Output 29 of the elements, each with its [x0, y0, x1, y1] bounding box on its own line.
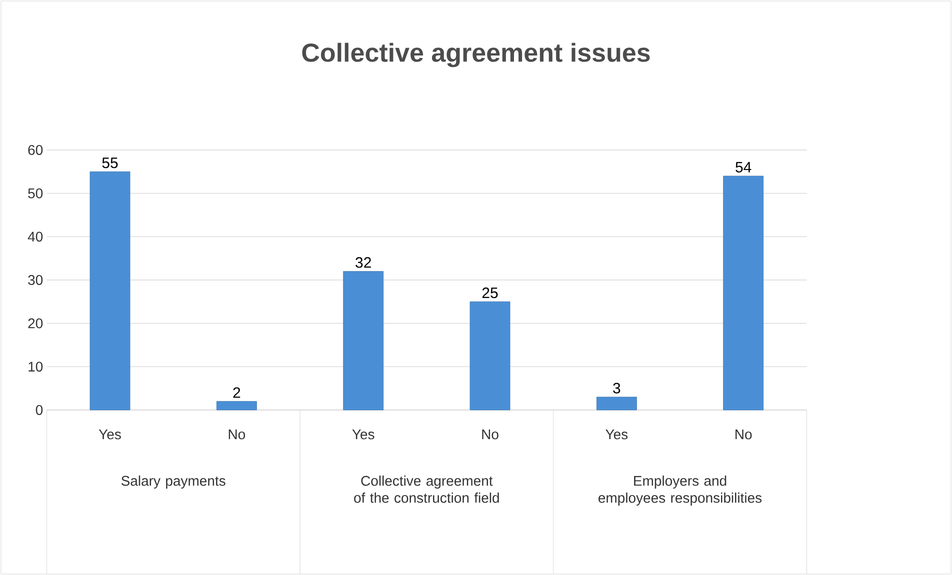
x-tick-label: Yes [352, 430, 374, 440]
text: Salary payments [121, 476, 226, 489]
data-label: 3 [613, 382, 620, 394]
y-tick-label: 0 [36, 405, 43, 415]
data-label: 54 [736, 162, 752, 172]
chart-title: Collective agreement issues [302, 42, 650, 68]
x-tick-label: Yes [606, 430, 628, 440]
bar [596, 396, 637, 410]
x-tick-label: No [228, 430, 246, 440]
data-label: 55 [102, 158, 118, 168]
y-tick-label: 20 [28, 318, 43, 328]
x-tick-label: Yes [98, 430, 121, 440]
bar [90, 171, 130, 410]
data-label: 32 [356, 257, 371, 268]
bar [470, 301, 510, 410]
text: Employers and employees responsibilities [598, 476, 762, 506]
y-tick-label: 60 [28, 145, 43, 155]
y-tick-label: 10 [28, 362, 43, 372]
y-tick-label: 30 [28, 275, 43, 285]
text: Collective agreement of the construction field [354, 476, 499, 503]
bar [343, 271, 384, 410]
data-label: 25 [482, 288, 498, 298]
y-tick-label: 50 [28, 188, 43, 198]
y-tick-label: 40 [28, 232, 43, 242]
x-tick-label: No [482, 430, 498, 440]
x-tick-label: No [736, 430, 752, 440]
bar [216, 401, 257, 410]
data-label: 2 [233, 387, 240, 398]
bar [723, 176, 764, 410]
